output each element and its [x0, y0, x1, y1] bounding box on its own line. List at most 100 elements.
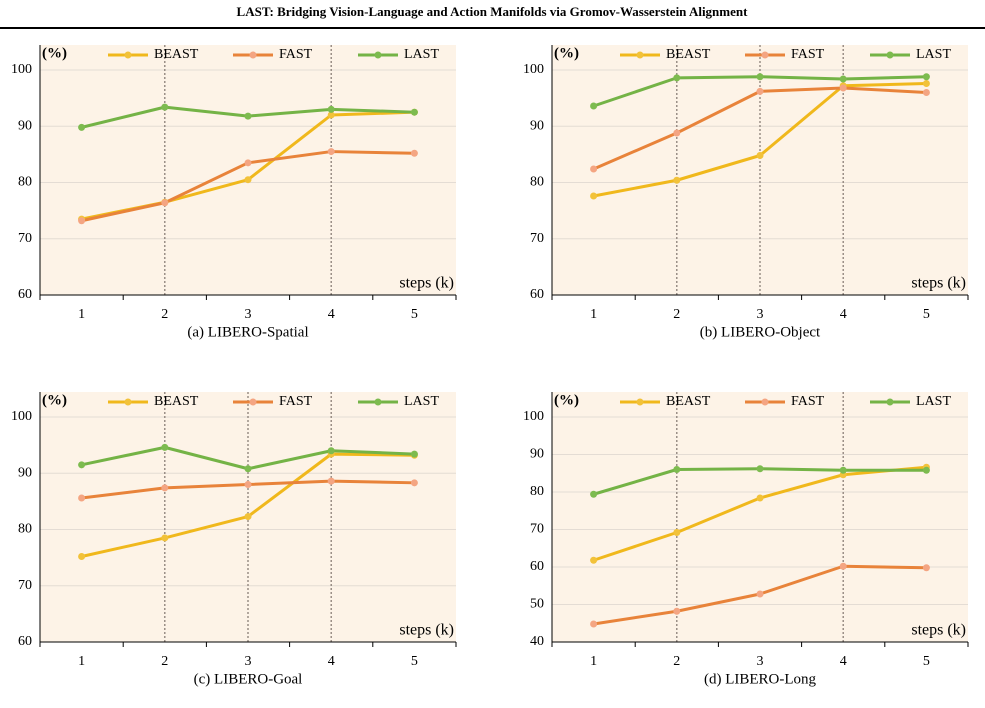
x-tick-label: 4	[840, 307, 847, 322]
legend-label: LAST	[916, 394, 951, 409]
y-tick-label: 90	[530, 118, 544, 133]
legend-marker	[636, 51, 644, 59]
x-tick-label: 4	[328, 654, 335, 669]
y-tick-label: 80	[18, 522, 32, 537]
point	[590, 192, 598, 200]
point	[410, 149, 418, 157]
point	[673, 129, 681, 137]
legend-label: FAST	[279, 394, 313, 409]
point	[244, 112, 252, 120]
x-tick-label: 3	[757, 654, 764, 669]
legend-label: FAST	[791, 47, 825, 62]
legend-marker	[374, 398, 382, 406]
point	[410, 479, 418, 487]
chart-caption: (a) LIBERO-Spatial	[187, 324, 308, 340]
point	[756, 590, 764, 598]
x-tick-label: 4	[840, 654, 847, 669]
y-tick-label: 60	[530, 287, 544, 302]
point	[244, 176, 252, 184]
y-tick-label: 100	[523, 62, 544, 77]
legend-label: BEAST	[154, 394, 199, 409]
x-tick-label: 2	[673, 654, 680, 669]
legend-label: LAST	[916, 47, 951, 62]
legend-marker	[761, 398, 769, 406]
point	[327, 111, 335, 119]
point	[327, 477, 335, 485]
legend-label: FAST	[791, 394, 825, 409]
point	[922, 89, 930, 96]
y-axis-label: (%)	[42, 392, 67, 408]
y-tick-label: 60	[18, 634, 32, 649]
point	[244, 465, 252, 473]
point	[161, 443, 169, 451]
point	[327, 148, 335, 156]
point	[590, 165, 598, 173]
x-tick-label: 1	[590, 307, 597, 322]
point	[161, 534, 169, 542]
y-tick-label: 40	[530, 634, 544, 649]
point	[590, 620, 598, 628]
point	[839, 84, 847, 92]
point	[673, 529, 681, 536]
x-axis-label: steps (k)	[399, 622, 454, 639]
point	[590, 102, 598, 110]
chart-caption: (b) LIBERO-Object	[700, 324, 821, 340]
x-tick-label: 4	[328, 307, 335, 322]
point	[922, 564, 930, 572]
point	[922, 80, 930, 87]
y-tick-label: 90	[530, 447, 544, 462]
x-axis-label: steps (k)	[399, 275, 454, 292]
y-axis-label: (%)	[42, 45, 67, 61]
legend-label: FAST	[279, 47, 313, 62]
point	[161, 103, 169, 111]
legend-marker	[249, 51, 257, 59]
point	[673, 607, 681, 615]
point	[756, 494, 764, 502]
header-title: LAST: Bridging Vision-Language and Actio…	[237, 4, 749, 19]
x-tick-label: 1	[78, 307, 85, 322]
point	[839, 75, 847, 83]
y-tick-label: 80	[18, 175, 32, 190]
x-tick-label: 5	[923, 307, 930, 322]
y-tick-label: 90	[18, 118, 32, 133]
plot-background	[40, 45, 456, 295]
point	[756, 152, 764, 159]
point	[327, 447, 335, 455]
point	[410, 108, 418, 116]
point	[922, 73, 930, 81]
point	[161, 199, 169, 207]
x-tick-label: 5	[411, 307, 418, 322]
y-tick-label: 100	[11, 62, 32, 77]
point	[78, 461, 86, 469]
x-tick-label: 2	[161, 654, 168, 669]
legend-label: BEAST	[666, 394, 711, 409]
legend-marker	[886, 51, 894, 59]
y-tick-label: 60	[530, 559, 544, 574]
point	[244, 513, 252, 521]
legend-label: BEAST	[666, 47, 711, 62]
legend-label: LAST	[404, 47, 439, 62]
point	[922, 466, 930, 474]
y-tick-label: 60	[18, 287, 32, 302]
y-tick-label: 80	[530, 175, 544, 190]
y-tick-label: 100	[523, 409, 544, 424]
y-tick-label: 50	[530, 597, 544, 612]
point	[78, 553, 86, 560]
x-tick-label: 2	[161, 307, 168, 322]
y-tick-label: 70	[530, 522, 544, 537]
point	[590, 490, 598, 498]
x-axis-label: steps (k)	[911, 622, 966, 639]
point	[673, 176, 681, 184]
point	[410, 450, 418, 458]
chart-caption: (c) LIBERO-Goal	[194, 671, 303, 687]
point	[78, 494, 86, 502]
point	[756, 73, 764, 81]
legend-marker	[124, 51, 132, 59]
y-tick-label: 70	[530, 231, 544, 246]
legend-label: LAST	[404, 394, 439, 409]
y-tick-label: 80	[530, 484, 544, 499]
x-tick-label: 5	[411, 654, 418, 669]
point	[756, 465, 764, 473]
point	[756, 87, 764, 95]
